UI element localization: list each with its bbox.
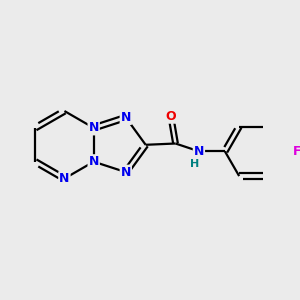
Text: N: N (194, 145, 204, 158)
Text: N: N (121, 166, 131, 178)
Text: H: H (190, 159, 200, 169)
Text: N: N (59, 172, 70, 185)
Text: O: O (166, 110, 176, 123)
Text: N: N (88, 155, 99, 168)
Text: N: N (121, 111, 131, 124)
Text: F: F (293, 145, 300, 158)
Text: N: N (88, 122, 99, 134)
